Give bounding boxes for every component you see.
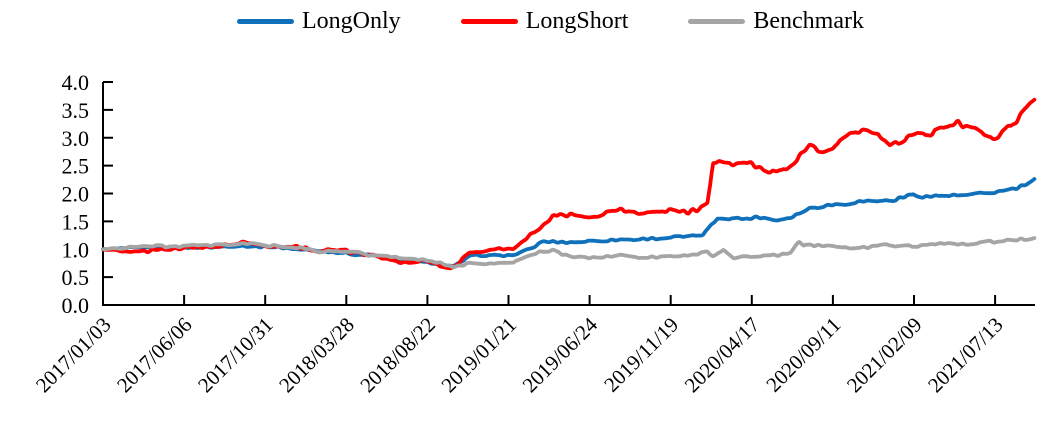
axis-lines xyxy=(102,82,1035,306)
legend-item-benchmark: Benchmark xyxy=(688,9,864,33)
y-axis-tick-label: 1.0 xyxy=(62,237,90,262)
series-line-benchmark xyxy=(101,236,1037,270)
x-axis-tick-label: 2019/01/21 xyxy=(436,313,521,398)
legend-line-swatch-benchmark xyxy=(688,18,746,24)
y-axis-tick-label: 3.0 xyxy=(62,126,90,151)
x-axis-tick-label: 2017/06/06 xyxy=(112,313,197,398)
y-axis-tick-label: 1.5 xyxy=(62,209,90,234)
x-axis-tick-label: 2019/11/19 xyxy=(599,313,683,397)
x-axis-tick-label: 2020/09/11 xyxy=(761,313,845,397)
x-axis-tick-label: 2017/10/31 xyxy=(193,313,278,398)
series-line-longonly xyxy=(101,177,1037,269)
y-axis-tick-label: 0.0 xyxy=(62,293,90,318)
y-axis-tick-label: 2.5 xyxy=(62,154,90,179)
legend-line-swatch-longshort xyxy=(460,18,518,24)
x-axis-tick-label: 2021/02/09 xyxy=(842,313,927,398)
y-axis-tick-label: 4.0 xyxy=(62,70,90,95)
x-axis-tick-label: 2021/07/13 xyxy=(923,313,1008,398)
x-axis-tick-label: 2020/04/17 xyxy=(680,313,765,398)
legend-label-longonly: LongOnly xyxy=(302,8,401,34)
legend-label-longshort: LongShort xyxy=(525,8,629,34)
x-axis-tick-label: 2018/08/22 xyxy=(355,313,440,398)
legend-label-benchmark: Benchmark xyxy=(753,8,864,34)
x-axis-tick-label: 2019/06/24 xyxy=(518,312,603,397)
chart-legend: LongOnly LongShort Benchmark xyxy=(27,9,1047,33)
legend-line-swatch-longonly xyxy=(237,18,295,24)
legend-item-longonly: LongOnly xyxy=(237,9,401,33)
y-axis-tick-label: 0.5 xyxy=(62,265,90,290)
y-axis-tick-label: 2.0 xyxy=(62,182,90,207)
x-axis-tick-label: 2018/03/28 xyxy=(274,313,359,398)
x-axis-tick-label: 2017/01/03 xyxy=(31,313,116,398)
legend-item-longshort: LongShort xyxy=(460,8,629,34)
y-axis-tick-label: 3.5 xyxy=(62,98,90,123)
